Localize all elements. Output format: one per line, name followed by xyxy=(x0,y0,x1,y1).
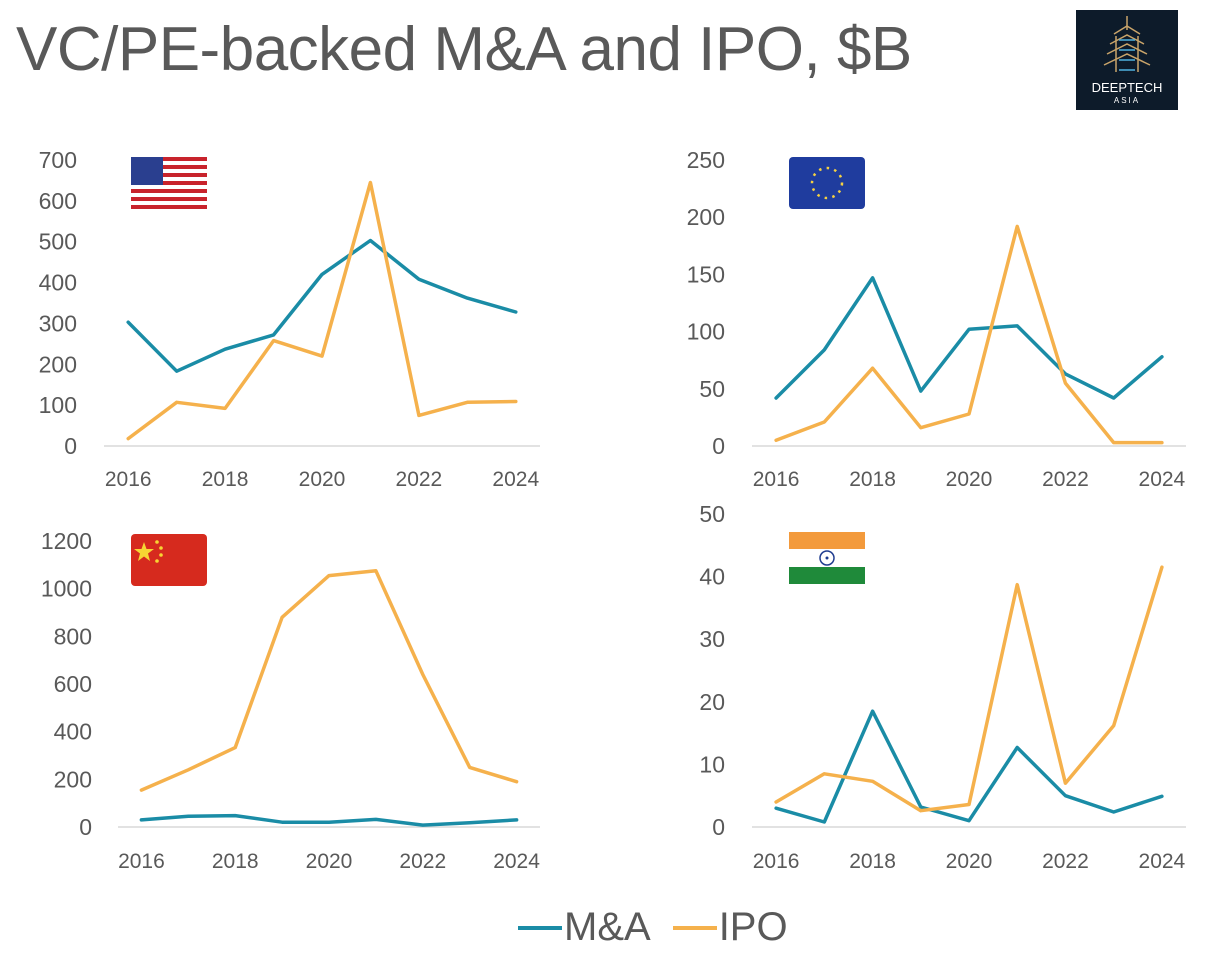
y-tick-label: 600 xyxy=(54,671,92,697)
legend-label-ipo: IPO xyxy=(718,905,788,949)
pagoda-icon xyxy=(1103,16,1151,72)
y-tick-label: 1200 xyxy=(41,528,92,554)
series-line-ipo-india xyxy=(774,565,1164,813)
page-title: VC/PE-backed M&A and IPO, $B xyxy=(16,15,912,84)
y-tick-label: 100 xyxy=(687,319,725,345)
y-tick-label: 200 xyxy=(687,204,725,230)
y-tick-label: 150 xyxy=(687,261,725,287)
x-tick-label: 2024 xyxy=(492,468,539,491)
x-tick-label: 2020 xyxy=(946,850,993,873)
y-tick-label: 600 xyxy=(39,188,77,214)
y-tick-label: 0 xyxy=(712,433,725,459)
x-tick-label: 2022 xyxy=(399,850,446,873)
x-tick-label: 2020 xyxy=(946,468,993,491)
x-tick-label: 2022 xyxy=(396,468,443,491)
x-tick-label: 2016 xyxy=(753,468,800,491)
x-tick-label: 2024 xyxy=(1139,850,1186,873)
y-tick-label: 250 xyxy=(687,147,725,173)
x-tick-label: 2024 xyxy=(1139,468,1186,491)
legend-line-ma xyxy=(518,925,562,930)
chart-eu: 0 50 100 150 200 250 2016 2018 2020 2022 2024 xyxy=(687,147,1186,491)
y-tick-label: 30 xyxy=(699,626,725,652)
chart-india: 0 10 20 30 40 50 2016 2018 2020 2022 2024 xyxy=(699,501,1186,873)
y-tick-label: 50 xyxy=(699,376,725,402)
series-line-ipo-china xyxy=(139,569,519,792)
x-tick-label: 2022 xyxy=(1042,468,1089,491)
y-tick-label: 40 xyxy=(699,564,725,590)
y-tick-label: 700 xyxy=(39,147,77,173)
legend-item-ipo: IPO xyxy=(672,905,788,950)
y-tick-label: 0 xyxy=(79,814,92,840)
x-tick-label: 2018 xyxy=(202,468,249,491)
y-tick-label: 0 xyxy=(712,814,725,840)
x-tick-label: 2024 xyxy=(493,850,540,873)
x-tick-label: 2018 xyxy=(212,850,259,873)
legend-item-ma: M&A xyxy=(518,905,651,950)
series-line-ma-us xyxy=(126,238,518,373)
india-flag-icon xyxy=(789,532,865,584)
x-tick-label: 2018 xyxy=(849,468,896,491)
y-tick-label: 200 xyxy=(54,766,92,792)
series-line-ma-eu xyxy=(774,276,1164,400)
y-tick-label: 20 xyxy=(699,689,725,715)
y-tick-label: 400 xyxy=(39,270,77,296)
y-tick-label: 800 xyxy=(54,623,92,649)
y-tick-label: 300 xyxy=(39,310,77,336)
us-flag-icon xyxy=(131,157,207,209)
china-flag-icon xyxy=(131,534,207,586)
y-tick-label: 10 xyxy=(699,751,725,777)
y-tick-label: 400 xyxy=(54,719,92,745)
series-line-ma-india xyxy=(774,709,1164,824)
x-tick-label: 2020 xyxy=(299,468,346,491)
y-tick-label: 1000 xyxy=(41,576,92,602)
y-tick-label: 0 xyxy=(64,433,77,459)
x-tick-label: 2022 xyxy=(1042,850,1089,873)
y-tick-label: 50 xyxy=(699,501,725,527)
x-tick-label: 2018 xyxy=(849,850,896,873)
series-line-ipo-eu xyxy=(774,224,1164,445)
y-tick-label: 500 xyxy=(39,229,77,255)
logo-text-asia: ASIA xyxy=(1113,96,1141,105)
x-tick-label: 2016 xyxy=(753,850,800,873)
x-tick-label: 2016 xyxy=(105,468,152,491)
chart-legend: M&A IPO xyxy=(518,905,810,950)
legend-line-ipo xyxy=(672,925,717,930)
series-line-ma-china xyxy=(139,813,519,827)
legend-label-ma: M&A xyxy=(564,905,651,949)
logo-text-deeptech: DEEPTECH xyxy=(1091,80,1163,95)
deeptech-asia-logo: DEEPTECH ASIA xyxy=(1076,10,1178,110)
x-tick-label: 2020 xyxy=(306,850,353,873)
chart-us: 0 100 200 300 400 500 600 700 2016 2018 2020 2022 20… xyxy=(39,147,540,491)
y-tick-label: 200 xyxy=(39,351,77,377)
chart-china: 0 200 400 600 800 1000 1200 2016 2018 2020 2022 202… xyxy=(41,528,540,873)
x-tick-label: 2016 xyxy=(118,850,165,873)
series-line-ipo-us xyxy=(126,180,518,441)
y-tick-label: 100 xyxy=(39,392,77,418)
eu-flag-icon xyxy=(789,157,865,209)
